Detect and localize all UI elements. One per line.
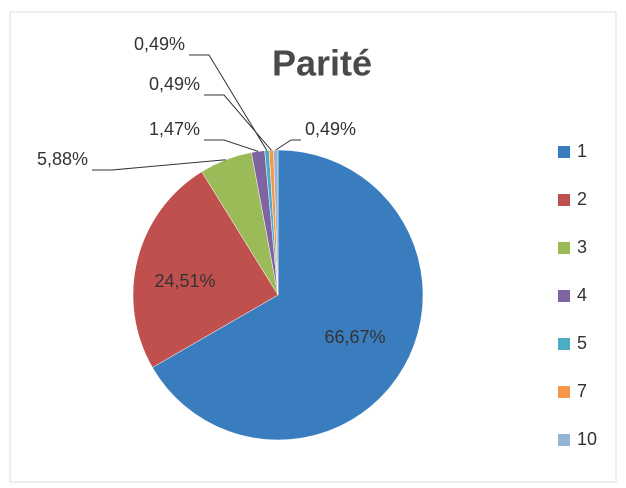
chart-title: Parité	[272, 43, 372, 84]
legend-swatch	[558, 146, 570, 158]
leader-line	[189, 54, 268, 151]
legend-label: 5	[577, 333, 587, 353]
data-label: 0,49%	[149, 74, 200, 94]
legend-swatch	[558, 338, 570, 350]
data-label: 5,88%	[37, 149, 88, 169]
legend-swatch	[558, 242, 570, 254]
legend-swatch	[558, 434, 570, 446]
leader-line	[275, 139, 301, 151]
leader-line	[204, 94, 272, 151]
leader-line	[204, 139, 259, 152]
data-label: 24,51%	[154, 271, 215, 291]
data-label: 66,67%	[324, 327, 385, 347]
pie-slice	[273, 149, 279, 296]
data-label: 1,47%	[149, 119, 200, 139]
leader-line	[92, 159, 226, 171]
legend-swatch	[558, 194, 570, 206]
legend-label: 3	[577, 237, 587, 257]
pie-slice	[152, 149, 424, 441]
legend-label: 4	[577, 285, 587, 305]
legend-label: 1	[577, 141, 587, 161]
legend-label: 10	[577, 429, 597, 449]
legend-swatch	[558, 386, 570, 398]
pie-slice	[132, 171, 279, 368]
legend-swatch	[558, 290, 570, 302]
legend-label: 2	[577, 189, 587, 209]
legend-label: 7	[577, 381, 587, 401]
data-label: 0,49%	[134, 34, 185, 54]
data-label: 0,49%	[305, 119, 356, 139]
